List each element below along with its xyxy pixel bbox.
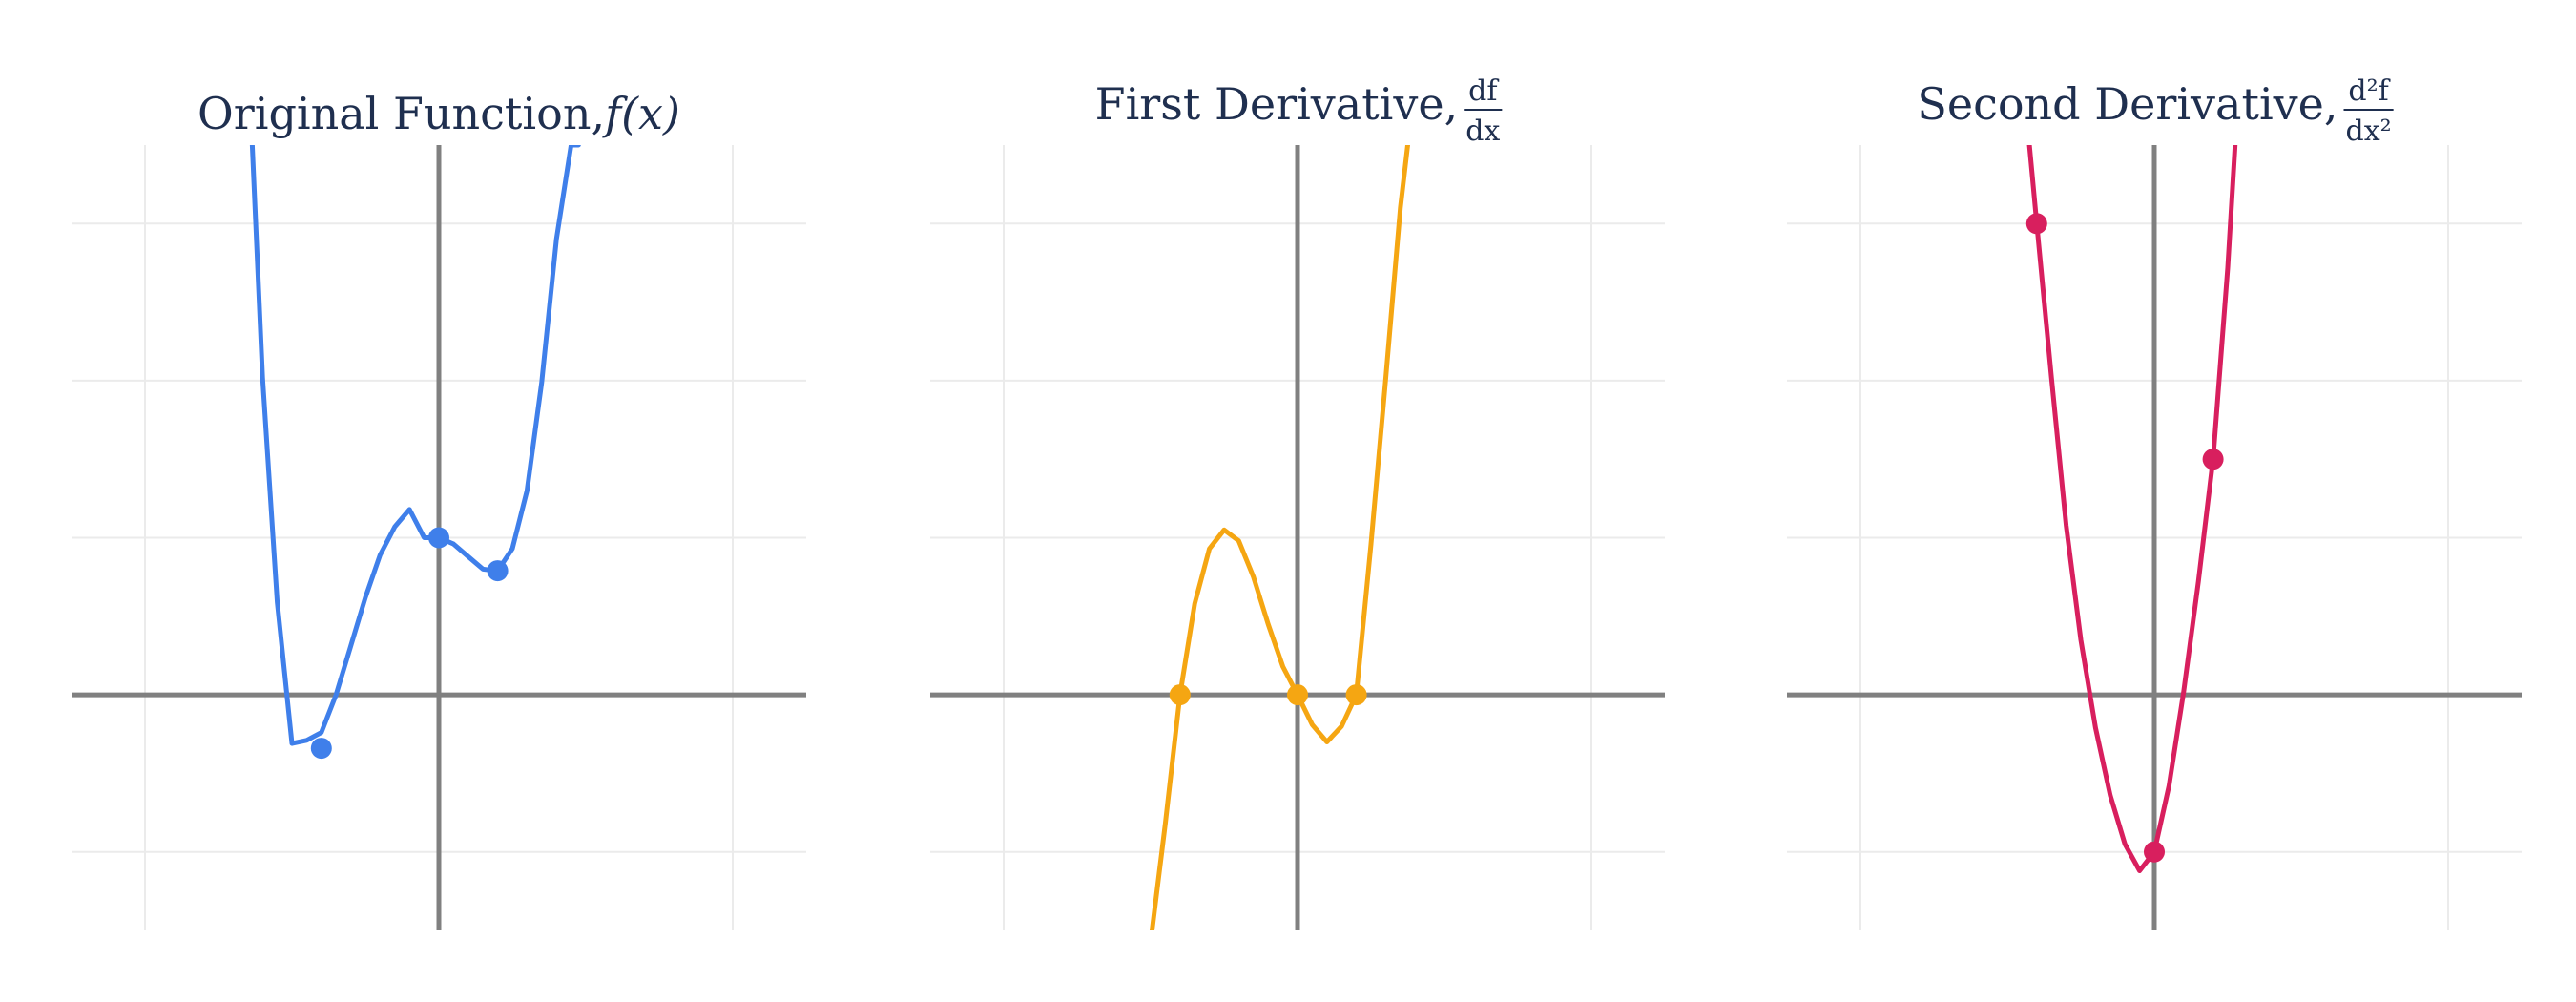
critical-point-2	[2144, 841, 2165, 863]
series-line-1	[2026, 145, 2238, 873]
series-line-1	[249, 145, 581, 746]
critical-point-1	[1169, 684, 1191, 706]
title-math: f(x)	[602, 88, 680, 139]
title-label: Original Function,	[197, 88, 605, 139]
critical-point-2	[1287, 684, 1308, 706]
title-fraction-numerator: df	[1468, 74, 1499, 108]
chart-panel-2: First Derivative, df dx	[930, 74, 1665, 930]
chart-title: Second Derivative, d²f dx²	[1917, 74, 2394, 148]
chart-title: Original Function, f(x)	[197, 88, 680, 139]
title-fraction-denominator: dx	[1465, 115, 1500, 148]
title-fraction-denominator: dx²	[2345, 115, 2391, 148]
critical-point-2	[428, 527, 449, 549]
title-label: Second Derivative,	[1917, 78, 2337, 130]
critical-point-3	[2202, 449, 2224, 470]
critical-point-1	[2025, 213, 2047, 235]
chart-title: First Derivative, df dx	[1095, 74, 1503, 148]
chart-panel-1: Original Function, f(x)	[72, 88, 806, 930]
chart-panel-3: Second Derivative, d²f dx²	[1787, 74, 2522, 930]
series-line-1	[1150, 145, 1410, 930]
critical-point-3	[1345, 684, 1367, 706]
title-label: First Derivative,	[1095, 78, 1459, 130]
critical-point-1	[310, 738, 332, 760]
critical-point-3	[487, 560, 509, 582]
title-fraction-numerator: d²f	[2348, 74, 2390, 108]
